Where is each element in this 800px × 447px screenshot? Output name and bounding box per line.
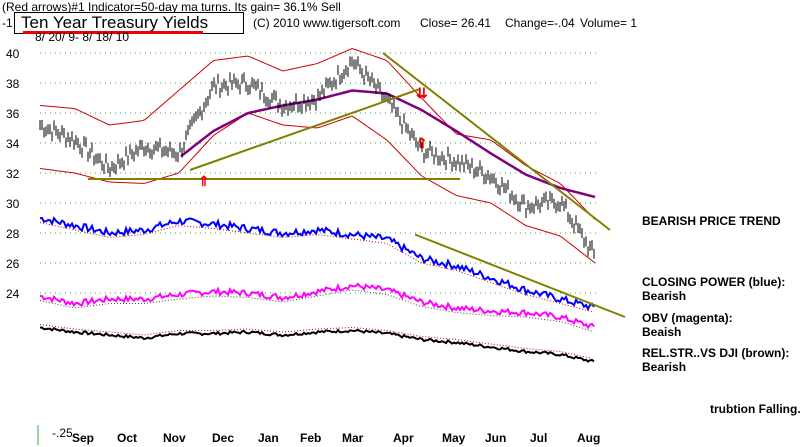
bottom-tick: -.25: [52, 426, 73, 440]
buy-arrow-icon: ⇑: [416, 135, 428, 151]
closing-power-line: [39, 216, 595, 312]
y-tick-label: 28: [6, 227, 20, 241]
chart-title-text: Ten Year Treasury Yields: [21, 13, 209, 32]
ma-line: [180, 89, 596, 199]
y-tick-label: 36: [6, 107, 20, 121]
sell-arrow-icon: ⇊: [416, 85, 428, 101]
x-tick-label: Nov: [163, 431, 186, 445]
rs-label: REL.STR..VS DJI (brown):: [642, 346, 790, 360]
cp-label: CLOSING POWER (blue):: [642, 275, 786, 289]
x-tick-label: Sep: [72, 431, 94, 445]
obv-label: OBV (magenta):: [642, 311, 733, 325]
prefix: -1: [2, 16, 13, 30]
rs-line: [39, 326, 595, 363]
x-tick-label: Dec: [212, 431, 234, 445]
obv-line: [39, 282, 595, 330]
y-tick-label: 38: [6, 77, 20, 91]
y-tick-label: 30: [6, 197, 20, 211]
buy-arrow-icon: ⇑: [198, 173, 210, 189]
cp-ma: [39, 222, 593, 313]
y-tick-label: 32: [6, 167, 20, 181]
y-tick-label: 24: [6, 287, 20, 301]
x-tick-label: Jan: [258, 431, 279, 445]
rs-status: Bearish: [642, 360, 687, 374]
y-tick-label: 34: [6, 137, 20, 151]
x-tick-label: May: [442, 431, 466, 445]
trend-label: BEARISH PRICE TREND: [642, 214, 781, 228]
x-tick-label: Apr: [393, 431, 414, 445]
date-range: 8/ 20/ 9- 8/ 18/ 10: [35, 30, 130, 44]
volume-value: Volume= 1: [580, 16, 638, 30]
indicator-summary: (Red arrows)#1 Indicator=50-day ma turns…: [2, 0, 341, 14]
change-value: Change=-.04: [505, 16, 575, 30]
y-tick-label: 26: [6, 257, 20, 271]
obv-ma: [39, 289, 593, 332]
lower-band: [39, 113, 596, 264]
downtrend-line: [382, 52, 611, 231]
x-tick-label: Feb: [300, 431, 321, 445]
chart-title: Ten Year Treasury Yields: [14, 12, 244, 34]
x-tick-label: Mar: [342, 431, 364, 445]
x-tick-label: Jul: [530, 431, 547, 445]
footer-note: trubtion Falling.: [710, 402, 800, 416]
x-tick-label: Oct: [117, 431, 137, 445]
close-value: Close= 26.41: [420, 16, 492, 30]
uptrend-line: [189, 88, 421, 171]
copyright: (C) 2010 www.tigersoft.com: [253, 16, 401, 30]
x-tick-label: Jun: [485, 431, 506, 445]
x-tick-label: Aug: [577, 431, 600, 445]
upper-band: [39, 48, 596, 220]
cp-status: Bearish: [642, 289, 687, 303]
obv-status: Beaish: [642, 325, 682, 339]
cp-downtrend-line: [414, 233, 626, 318]
title-underline: [23, 31, 203, 34]
y-tick-label: 40: [6, 47, 20, 61]
rs-ma: [39, 324, 593, 359]
